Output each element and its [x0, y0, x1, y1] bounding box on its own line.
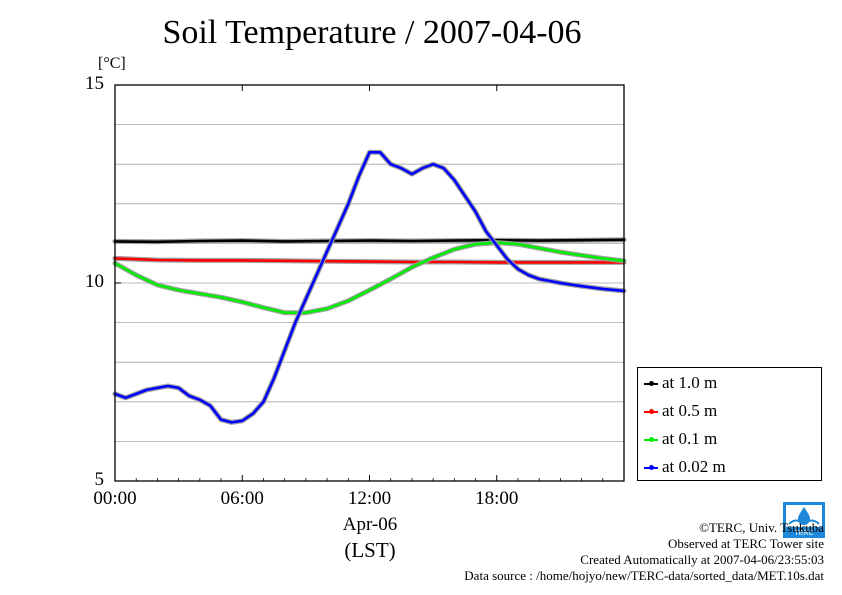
y-axis-unit-label: [°C]	[98, 55, 126, 72]
copyright-text: ©TERC, Univ. Tsukuba	[699, 520, 824, 535]
terc-logo: TERC	[783, 502, 825, 538]
y-tick-label: 10	[85, 271, 104, 292]
series-line	[113, 241, 626, 314]
x-tick-label: 12:00	[347, 488, 392, 509]
legend-swatch	[644, 437, 658, 442]
legend-label: at 0.5 m	[662, 401, 718, 420]
legend-swatch	[644, 465, 658, 470]
legend-item: at 1.0 m	[644, 373, 819, 395]
x-tick-label: 00:00	[93, 488, 137, 509]
observed-text: Observed at TERC Tower site	[667, 536, 824, 551]
x-axis-date-label: Apr-06	[342, 514, 398, 535]
x-tick-label: 06:00	[220, 488, 264, 509]
y-tick-label: 15	[85, 73, 104, 94]
terc-logo-text: TERC	[794, 530, 813, 537]
series-line-halo	[112, 240, 627, 316]
series-line	[113, 257, 626, 264]
legend-label: at 0.1 m	[662, 429, 718, 448]
legend-label: at 1.0 m	[662, 373, 718, 392]
created-text: Created Automatically at 2007-04-06/23:5…	[580, 552, 824, 567]
credits-block: ©TERC, Univ. Tsukuba Observed at TERC To…	[464, 520, 824, 584]
legend-item: at 0.1 m	[644, 429, 819, 451]
legend: at 1.0 m at 0.5 m at 0.1 m at 0.02 m	[637, 367, 822, 481]
x-axis-timezone-label: (LST)	[344, 538, 396, 562]
legend-item: at 0.5 m	[644, 401, 819, 423]
series-line	[113, 151, 626, 424]
legend-swatch	[644, 409, 658, 414]
x-tick-label: 18:00	[475, 488, 519, 509]
data-source-text: Data source : /home/hojyo/new/TERC-data/…	[464, 568, 824, 583]
legend-label: at 0.02 m	[662, 457, 726, 476]
legend-swatch	[644, 381, 658, 386]
legend-item: at 0.02 m	[644, 457, 819, 479]
series-line	[113, 238, 626, 244]
y-tick-label: 5	[94, 469, 105, 490]
chart-title: Soil Temperature / 2007-04-06	[162, 14, 582, 51]
